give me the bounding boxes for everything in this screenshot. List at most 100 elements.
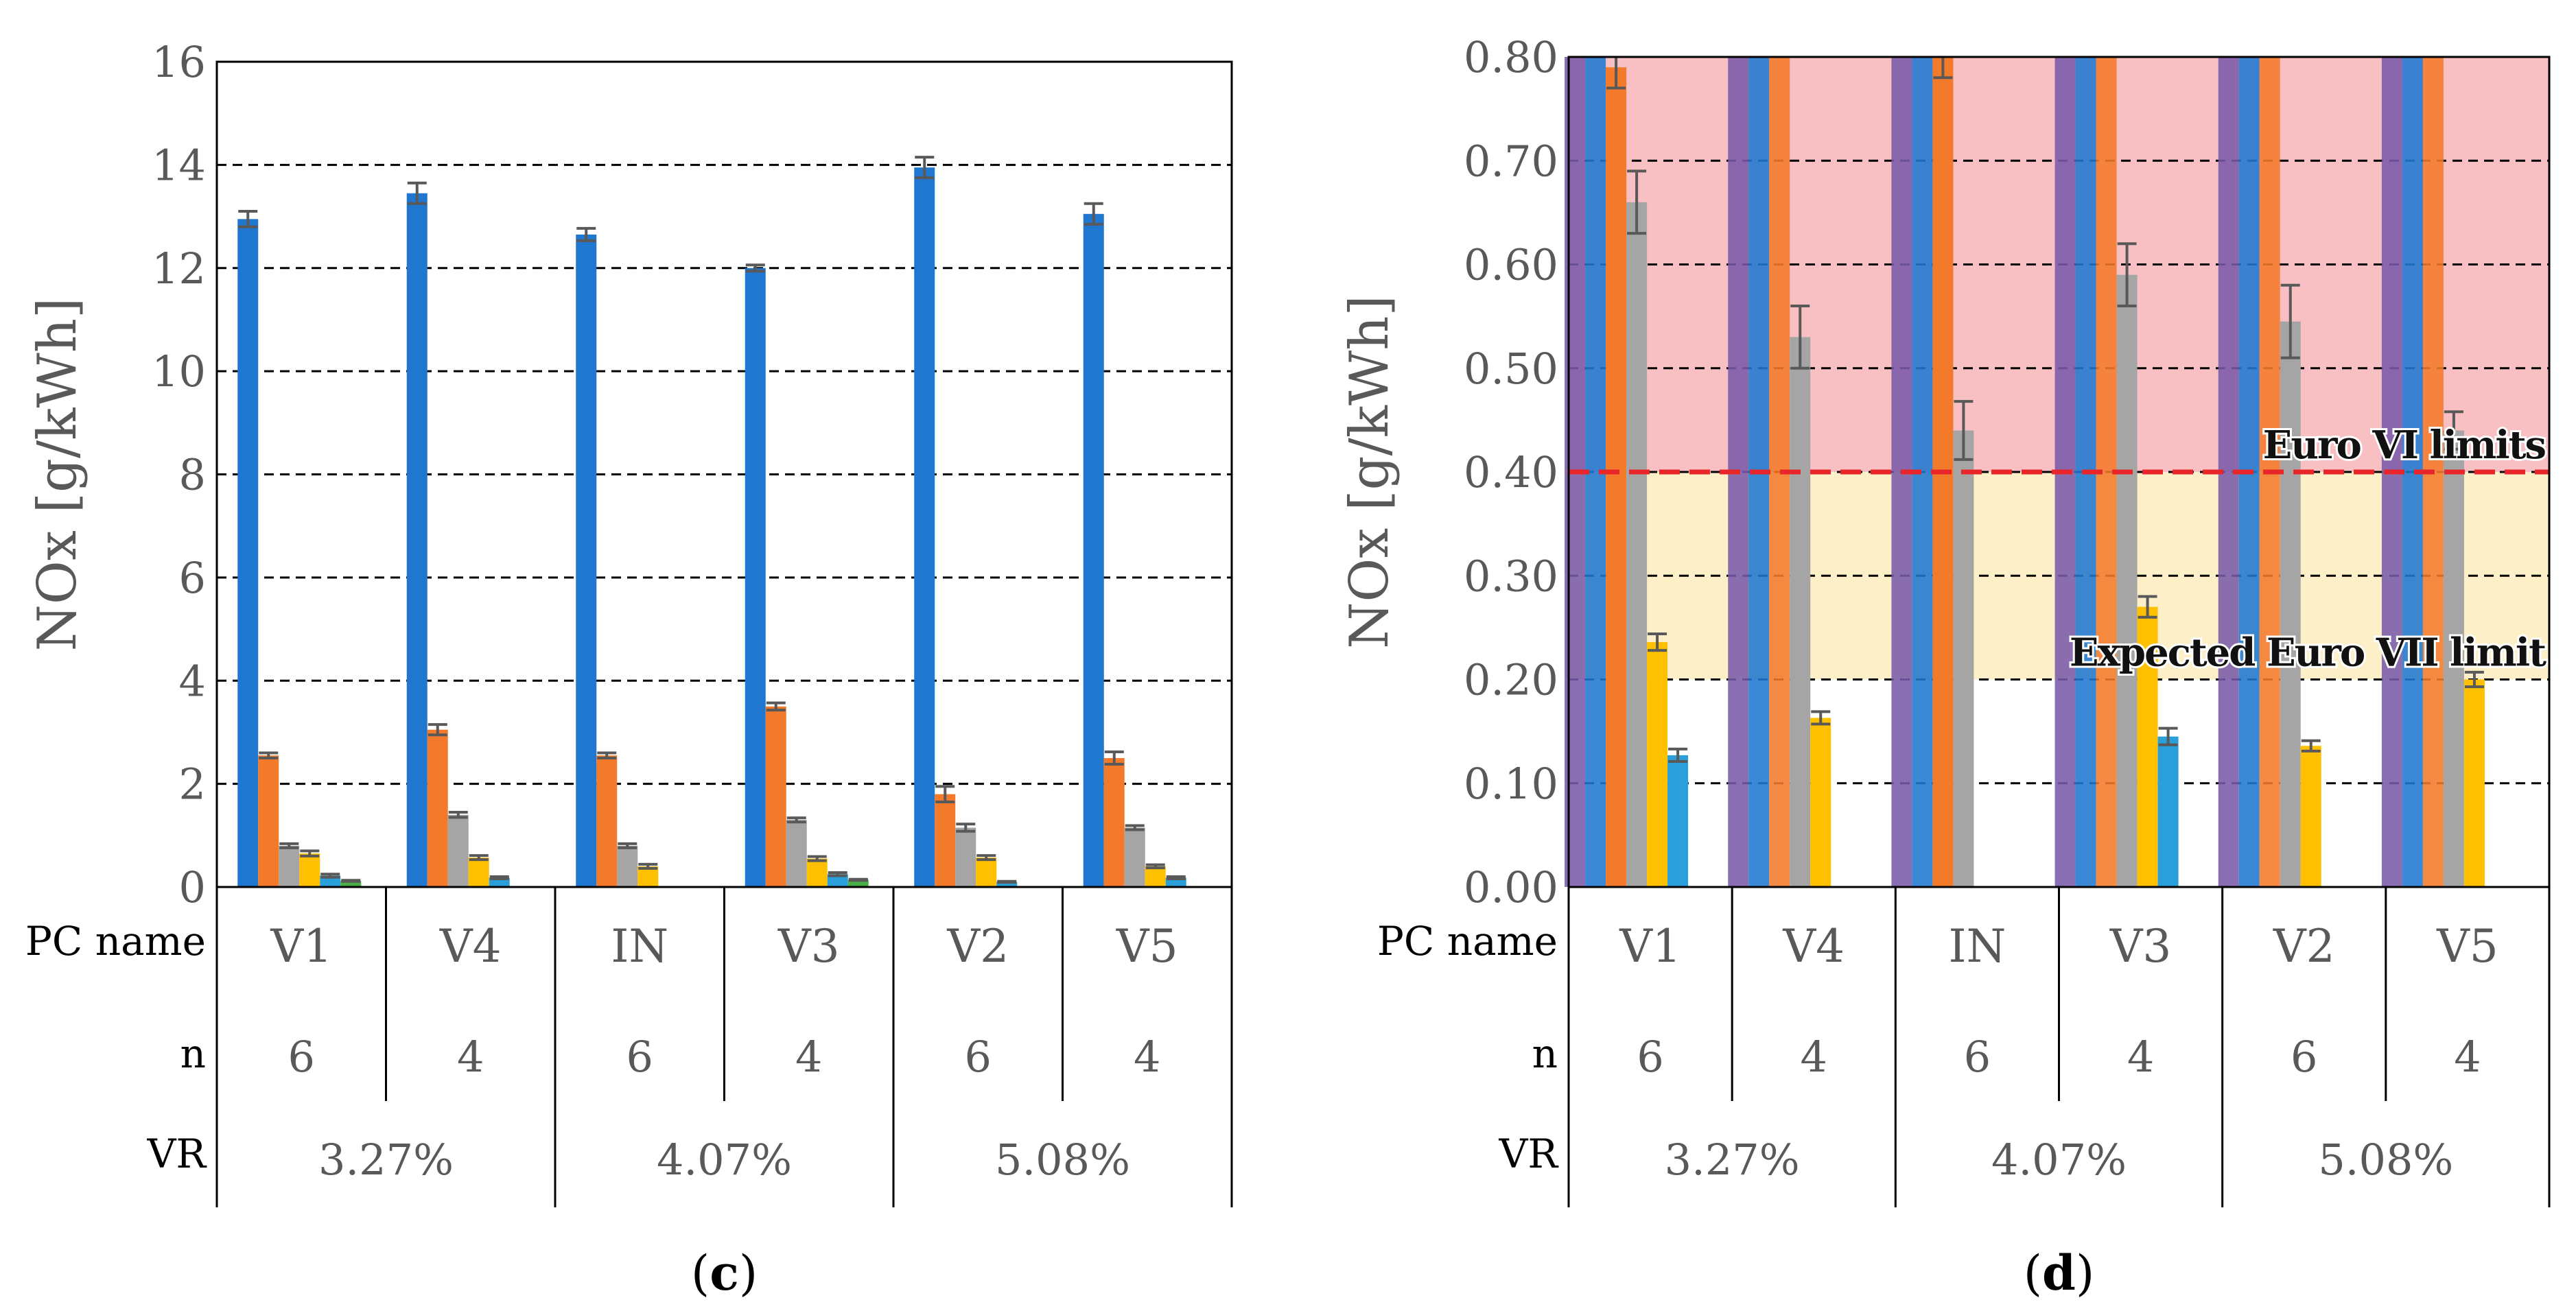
row-label-vr: VR: [1498, 1131, 1559, 1177]
bar-s2: [935, 794, 956, 887]
bar-s2: [1103, 758, 1125, 887]
chart-panel-d: Euro VI limits Expected Euro VII limit 0.0…: [1339, 32, 2551, 1301]
n-value-label: 4: [2127, 1032, 2154, 1082]
row-label-pc-name: PC name: [1377, 918, 1558, 965]
bar-s3: [2280, 321, 2301, 887]
y-tick-label: 8: [179, 450, 206, 500]
vr-group-label: 3.27%: [318, 1135, 454, 1185]
y-tick-label: 10: [152, 346, 206, 397]
bar-s3: [617, 845, 638, 887]
bar-s3: [1626, 202, 1648, 887]
bar-s6: [847, 879, 869, 887]
row-label-n: n: [180, 1030, 206, 1077]
bar-s3: [786, 820, 807, 887]
bar-s3: [1790, 337, 1811, 887]
bar-s3: [955, 827, 976, 887]
bar-s2: [1606, 67, 1627, 887]
bar-s3: [279, 845, 300, 887]
y-axis-label: NOx [g/kWh]: [27, 298, 89, 652]
y-tick-label: 2: [179, 759, 206, 809]
bar-s6: [340, 880, 362, 887]
n-value-label: 6: [1637, 1032, 1663, 1082]
y-tick-label: 12: [152, 244, 206, 294]
row-label-vr: VR: [146, 1131, 207, 1177]
n-value-label: 4: [1801, 1032, 1827, 1082]
category-label: V2: [946, 920, 1009, 973]
n-value-label: 4: [795, 1032, 822, 1082]
y-tick-label: 14: [152, 140, 206, 190]
y-tick-label: 4: [179, 656, 206, 706]
y-tick-label: 0.40: [1464, 447, 1558, 497]
bar-s1: [237, 219, 259, 887]
bar-s3: [1953, 430, 1974, 887]
bar-s4: [2137, 606, 2158, 887]
n-value-label: 6: [965, 1032, 992, 1082]
bar-s1: [576, 234, 597, 887]
chart-panel-c: 0 2 4 6 8 10 12 14 16 NOx [g/kWh] V1 6 V4 4 IN 6 V3 4 V2 6 V…: [25, 37, 1233, 1301]
y-tick-label: 0.60: [1464, 240, 1558, 290]
panel-label-letter: c: [710, 1244, 739, 1301]
bar-s4: [1145, 866, 1166, 887]
bar-s1: [1083, 213, 1104, 888]
bar-s5: [1667, 755, 1689, 887]
bar-s1: [914, 167, 935, 887]
row-label-pc-name: PC name: [25, 918, 206, 965]
euro7-label: Expected Euro VII limit: [2070, 630, 2546, 676]
y-tick-label: 0.70: [1464, 136, 1558, 186]
y-tick-label: 0.00: [1464, 862, 1558, 912]
category-label: IN: [1949, 920, 2006, 973]
bar-s5: [827, 874, 848, 887]
category-label: V1: [1619, 920, 1681, 973]
bar-s3: [2116, 274, 2138, 887]
row-label-n: n: [1532, 1030, 1558, 1077]
bar-s2: [258, 755, 279, 887]
bar-s1: [745, 268, 766, 887]
bar-s2: [427, 729, 448, 887]
y-tick-label: 0.20: [1464, 655, 1558, 705]
n-value-label: 4: [2454, 1032, 2481, 1082]
bar-s4: [2463, 679, 2485, 887]
bar-s4: [1810, 718, 1831, 887]
n-value-label: 4: [457, 1032, 484, 1082]
panel-label: (d): [2024, 1244, 2095, 1301]
vr-group-label: 5.08%: [995, 1135, 1130, 1185]
bar-s4: [468, 857, 489, 887]
bar-s2: [596, 755, 618, 887]
category-label: V1: [270, 920, 332, 973]
panel-label-letter: d: [2042, 1244, 2076, 1301]
n-value-label: 6: [2291, 1032, 2317, 1082]
bar-s4: [637, 866, 659, 887]
category-label: V5: [1116, 920, 1178, 973]
category-label: V4: [1782, 920, 1845, 973]
y-tick-label: 0.80: [1464, 32, 1558, 82]
bar-s4: [299, 853, 320, 887]
bar-s5: [996, 882, 1018, 887]
bar-s4: [1647, 642, 1668, 887]
panel-label-open: (: [691, 1245, 710, 1301]
bar-s4: [2300, 746, 2321, 887]
category-label: V3: [2109, 920, 2172, 973]
vr-group-label: 4.07%: [1991, 1135, 2127, 1185]
vr-group-label: 5.08%: [2318, 1135, 2453, 1185]
bar-s3: [447, 814, 469, 887]
y-axis-label: NOx [g/kWh]: [1339, 295, 1401, 649]
n-value-label: 4: [1134, 1032, 1160, 1082]
bar-s5: [2157, 736, 2179, 887]
category-label: V5: [2436, 920, 2498, 973]
vr-group-label: 4.07%: [657, 1135, 792, 1185]
y-tick-label: 0.50: [1464, 344, 1558, 394]
bar-s4: [806, 858, 828, 887]
bar-s3: [1124, 827, 1145, 887]
bar-s2: [765, 706, 786, 887]
category-label: IN: [611, 920, 668, 973]
bar-s3: [2443, 430, 2464, 887]
bar-s1: [406, 193, 428, 887]
y-tick-label: 0: [179, 862, 206, 912]
n-value-label: 6: [627, 1032, 653, 1082]
panel-label-close: ): [2076, 1245, 2094, 1301]
n-value-label: 6: [1964, 1032, 1991, 1082]
euro6-label: Euro VI limits: [2263, 423, 2546, 468]
y-tick-label: 0.10: [1464, 759, 1558, 809]
panel-label: (c): [691, 1244, 758, 1301]
